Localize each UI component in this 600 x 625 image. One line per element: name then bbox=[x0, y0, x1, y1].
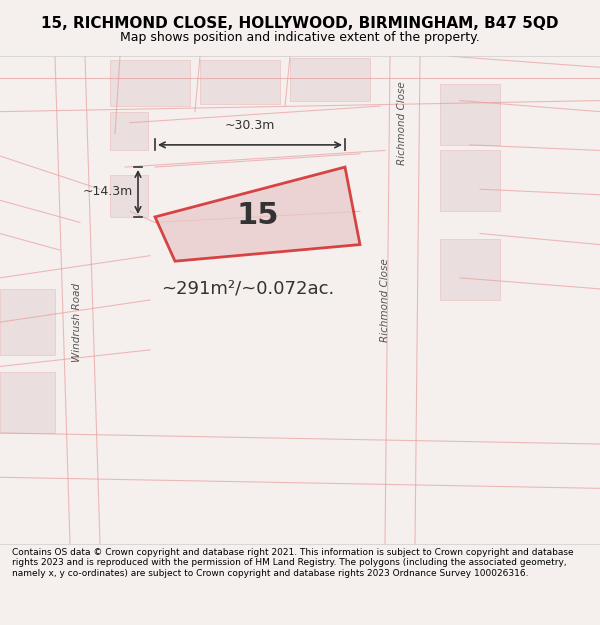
Text: Contains OS data © Crown copyright and database right 2021. This information is : Contains OS data © Crown copyright and d… bbox=[12, 548, 574, 578]
Text: Windrush Road: Windrush Road bbox=[72, 282, 82, 362]
Bar bbox=[110, 175, 148, 217]
Bar bbox=[440, 84, 500, 145]
Polygon shape bbox=[155, 167, 360, 261]
Bar bbox=[110, 112, 148, 151]
Text: Richmond Close: Richmond Close bbox=[380, 258, 390, 342]
Bar bbox=[0, 372, 55, 433]
Bar bbox=[290, 59, 370, 101]
Text: 15: 15 bbox=[237, 201, 279, 230]
Text: Richmond Close: Richmond Close bbox=[397, 81, 407, 164]
Text: Map shows position and indicative extent of the property.: Map shows position and indicative extent… bbox=[120, 31, 480, 44]
Bar bbox=[110, 59, 190, 106]
Text: ~14.3m: ~14.3m bbox=[83, 186, 133, 199]
Text: ~30.3m: ~30.3m bbox=[225, 119, 275, 132]
Text: ~291m²/~0.072ac.: ~291m²/~0.072ac. bbox=[161, 280, 335, 298]
Text: 15, RICHMOND CLOSE, HOLLYWOOD, BIRMINGHAM, B47 5QD: 15, RICHMOND CLOSE, HOLLYWOOD, BIRMINGHA… bbox=[41, 16, 559, 31]
Bar bbox=[440, 151, 500, 211]
Bar bbox=[200, 59, 280, 104]
Bar bbox=[440, 239, 500, 300]
Bar bbox=[0, 289, 55, 356]
